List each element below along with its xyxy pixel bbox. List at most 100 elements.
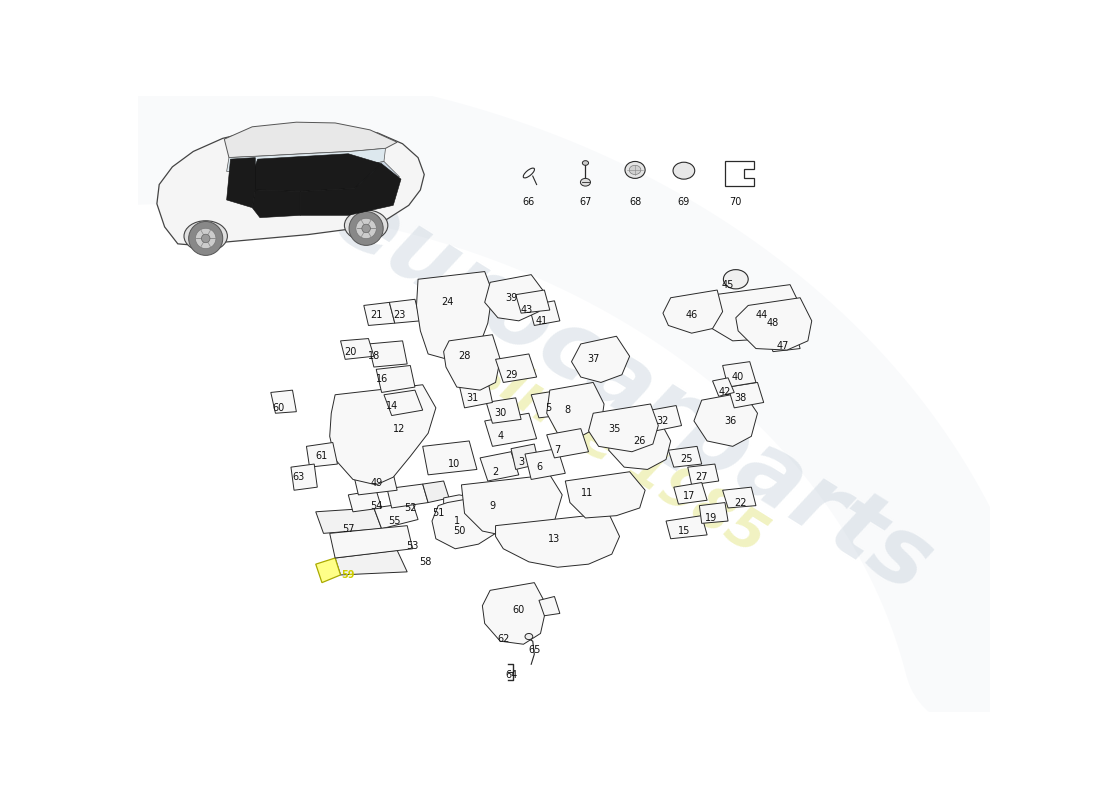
Text: 43: 43: [520, 305, 532, 315]
Text: 59: 59: [341, 570, 355, 580]
Polygon shape: [688, 464, 718, 485]
Text: 37: 37: [587, 354, 600, 364]
Polygon shape: [252, 190, 300, 218]
Text: eurocarparts: eurocarparts: [316, 170, 948, 613]
Text: 11: 11: [581, 487, 593, 498]
Text: 30: 30: [494, 408, 506, 418]
Polygon shape: [486, 398, 521, 423]
Ellipse shape: [184, 221, 228, 251]
Polygon shape: [227, 158, 255, 208]
Polygon shape: [525, 449, 565, 479]
Polygon shape: [608, 418, 671, 470]
Polygon shape: [443, 495, 487, 518]
Polygon shape: [422, 441, 477, 475]
Polygon shape: [547, 382, 604, 436]
Polygon shape: [705, 285, 800, 341]
Polygon shape: [349, 490, 382, 512]
Text: 3: 3: [518, 457, 525, 466]
Polygon shape: [252, 154, 382, 191]
Polygon shape: [316, 508, 382, 534]
Circle shape: [201, 234, 210, 242]
Text: 67: 67: [580, 198, 592, 207]
Text: 42: 42: [718, 387, 732, 398]
Polygon shape: [650, 406, 682, 431]
Text: 25: 25: [680, 454, 693, 465]
Text: 45: 45: [722, 280, 734, 290]
Text: 48: 48: [767, 318, 779, 328]
Polygon shape: [341, 338, 374, 359]
Polygon shape: [700, 502, 728, 523]
Circle shape: [362, 224, 371, 233]
Polygon shape: [669, 446, 702, 467]
Text: 52: 52: [404, 503, 417, 513]
Text: 44: 44: [756, 310, 768, 321]
Text: 13: 13: [548, 534, 561, 544]
Text: 57: 57: [342, 524, 354, 534]
Text: 21: 21: [370, 310, 383, 321]
Polygon shape: [723, 487, 756, 508]
Text: 51: 51: [432, 508, 444, 518]
Text: since 1985: since 1985: [462, 342, 776, 565]
Text: 36: 36: [724, 416, 737, 426]
Polygon shape: [368, 341, 407, 367]
Text: 16: 16: [375, 374, 387, 384]
Text: 22: 22: [734, 498, 747, 507]
Text: 60: 60: [513, 606, 525, 615]
Polygon shape: [376, 366, 415, 393]
Polygon shape: [271, 390, 296, 414]
Text: 18: 18: [367, 351, 380, 362]
Circle shape: [356, 218, 376, 238]
Polygon shape: [674, 482, 707, 504]
Text: 23: 23: [394, 310, 406, 321]
Text: 9: 9: [490, 501, 495, 510]
Text: 69: 69: [678, 198, 690, 207]
Polygon shape: [723, 362, 756, 387]
Ellipse shape: [525, 634, 532, 640]
Text: 62: 62: [497, 634, 509, 644]
Text: 26: 26: [634, 436, 646, 446]
Polygon shape: [254, 162, 399, 190]
Text: 35: 35: [608, 424, 620, 434]
Text: 19: 19: [705, 513, 717, 523]
Text: 47: 47: [777, 342, 789, 351]
Polygon shape: [485, 414, 537, 446]
Ellipse shape: [629, 166, 641, 174]
Polygon shape: [374, 502, 418, 529]
Polygon shape: [531, 389, 578, 418]
Text: 53: 53: [406, 542, 419, 551]
Polygon shape: [364, 302, 395, 326]
Ellipse shape: [724, 270, 748, 289]
Polygon shape: [459, 381, 493, 408]
Circle shape: [196, 228, 216, 249]
Polygon shape: [483, 582, 547, 644]
Text: 41: 41: [536, 316, 548, 326]
Text: 39: 39: [505, 293, 517, 302]
Ellipse shape: [344, 210, 388, 241]
Polygon shape: [336, 550, 407, 575]
Polygon shape: [516, 290, 550, 313]
Text: 40: 40: [732, 372, 745, 382]
Polygon shape: [300, 164, 402, 215]
Polygon shape: [384, 390, 422, 415]
Text: 60: 60: [273, 403, 285, 413]
Polygon shape: [728, 382, 763, 408]
Polygon shape: [330, 526, 412, 558]
Text: 12: 12: [394, 424, 406, 434]
Polygon shape: [495, 514, 619, 567]
Text: 63: 63: [293, 472, 305, 482]
Polygon shape: [485, 274, 544, 321]
Text: 28: 28: [459, 351, 471, 362]
Text: 50: 50: [453, 526, 465, 536]
Text: 58: 58: [419, 557, 432, 567]
Text: 15: 15: [678, 526, 690, 536]
Polygon shape: [495, 354, 537, 382]
Text: 27: 27: [695, 472, 708, 482]
Text: 61: 61: [316, 451, 328, 462]
Text: 70: 70: [729, 198, 743, 207]
Text: 17: 17: [683, 491, 695, 502]
Polygon shape: [480, 452, 519, 481]
Text: 14: 14: [386, 401, 398, 410]
Text: 29: 29: [505, 370, 517, 380]
Ellipse shape: [581, 178, 591, 186]
Polygon shape: [572, 336, 629, 382]
